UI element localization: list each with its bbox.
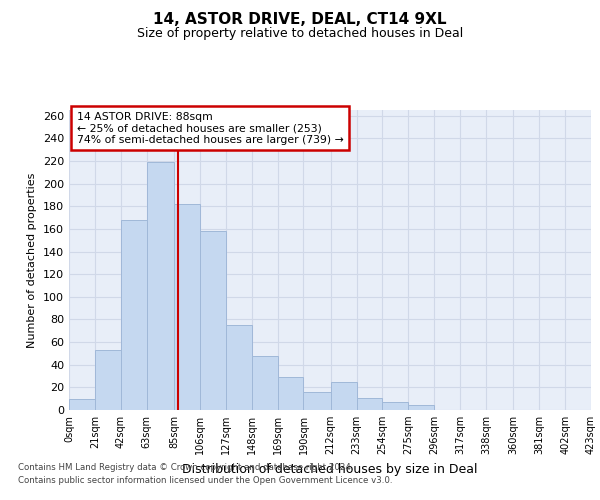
Bar [251,356,278,410]
Bar [278,377,304,410]
Bar [382,402,409,410]
Bar [174,204,200,410]
Text: Contains public sector information licensed under the Open Government Licence v3: Contains public sector information licen… [18,476,392,485]
Bar [356,398,382,410]
Text: 14, ASTOR DRIVE, DEAL, CT14 9XL: 14, ASTOR DRIVE, DEAL, CT14 9XL [153,12,447,28]
Text: Size of property relative to detached houses in Deal: Size of property relative to detached ho… [137,28,463,40]
Bar [409,406,434,410]
Bar [95,350,121,410]
Y-axis label: Number of detached properties: Number of detached properties [28,172,37,348]
Bar [200,231,226,410]
Bar [304,392,331,410]
X-axis label: Distribution of detached houses by size in Deal: Distribution of detached houses by size … [182,462,478,475]
Bar [121,220,147,410]
Bar [226,325,251,410]
Bar [147,162,174,410]
Text: Contains HM Land Registry data © Crown copyright and database right 2024.: Contains HM Land Registry data © Crown c… [18,464,353,472]
Bar [331,382,356,410]
Text: 14 ASTOR DRIVE: 88sqm
← 25% of detached houses are smaller (253)
74% of semi-det: 14 ASTOR DRIVE: 88sqm ← 25% of detached … [77,112,344,144]
Bar [69,398,95,410]
